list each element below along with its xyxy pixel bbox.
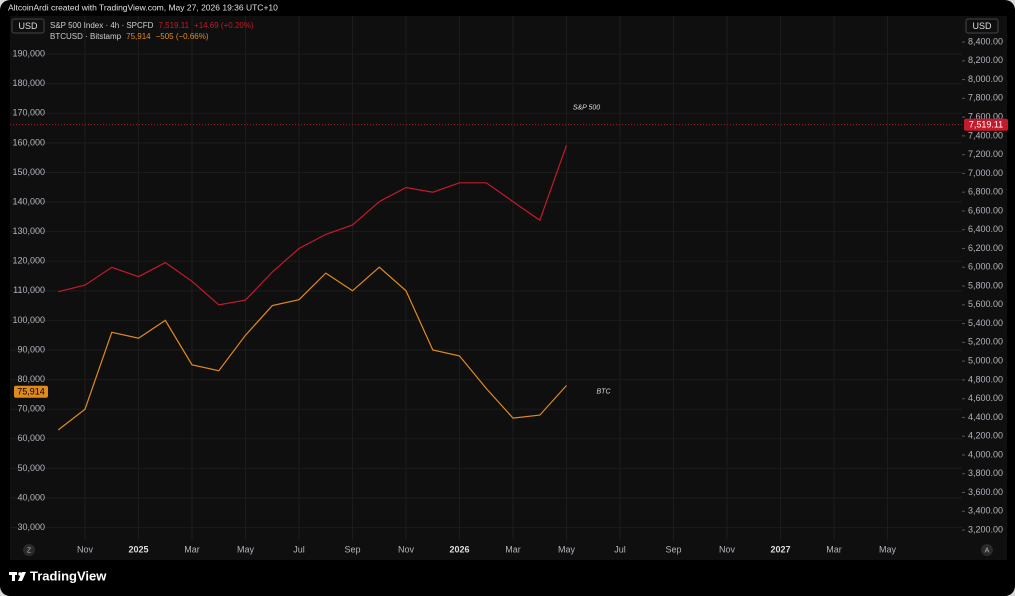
legend-change: −505 (−0.66%)	[156, 32, 209, 41]
legend-name: S&P 500 Index · 4h · SPCFD	[50, 21, 154, 30]
legend-change: +14.69 (+0.20%)	[194, 21, 254, 30]
y2-tick-label: 8,400.00	[968, 36, 1003, 46]
grid: Nov 2025 Mar May Jul Sep Nov 2026 Mar May Jul Sep No…	[10, 16, 1003, 554]
x-tick-label: Jul	[614, 544, 626, 554]
series-annotation: BTC	[597, 389, 612, 396]
y2-tick-label: 5,600.00	[968, 299, 1003, 309]
y2-tick-label: 7,400.00	[968, 130, 1003, 140]
y-tick-label: 100,000	[12, 315, 45, 325]
y-tick-label: 40,000	[17, 492, 45, 502]
x-tick-label: Sep	[344, 544, 360, 554]
y2-tick-label: 7,200.00	[968, 149, 1003, 159]
y2-tick-label: 6,200.00	[968, 243, 1003, 253]
y-tick-label: 180,000	[12, 78, 45, 88]
y2-tick-label: 7,800.00	[968, 93, 1003, 103]
price-tag-label: 7,519.11	[969, 120, 1003, 130]
y-tick-label: 30,000	[17, 522, 45, 532]
x-tick-label: Nov	[719, 544, 736, 554]
legend-value: 75,914	[126, 32, 151, 41]
y2-tick-label: 5,000.00	[968, 355, 1003, 365]
y-unit: USD	[18, 21, 38, 31]
x-tick-label: Nov	[398, 544, 415, 554]
y-tick-label: 120,000	[12, 256, 45, 266]
y2-tick-label: 3,400.00	[968, 506, 1003, 516]
x-tick-label: Mar	[184, 544, 200, 554]
x-tick-label: May	[879, 544, 897, 554]
price-tag-label: 75,914	[17, 387, 45, 397]
x-tick-label: 2026	[449, 544, 469, 554]
y2-tick-label: 7,600.00	[968, 111, 1003, 121]
y2-tick-label: 3,600.00	[968, 487, 1003, 497]
y2-tick-label: 5,400.00	[968, 318, 1003, 328]
x-tick-label: Mar	[826, 544, 842, 554]
x-tick-label: May	[558, 544, 576, 554]
y2-tick-label: 4,400.00	[968, 412, 1003, 422]
y2-tick-label: 4,000.00	[968, 449, 1003, 459]
unit-box	[11, 18, 45, 34]
y-tick-label: 110,000	[13, 285, 45, 295]
x-tick-label: May	[237, 544, 255, 554]
y2-tick-label: 5,200.00	[968, 337, 1003, 347]
y2-tick-label: 5,800.00	[968, 280, 1003, 290]
logo	[9, 572, 26, 581]
y-tick-label: 90,000	[17, 344, 45, 354]
y2-tick-label: 4,600.00	[968, 393, 1003, 403]
y2-tick-label: 6,600.00	[968, 205, 1003, 215]
y-tick-label: 160,000	[12, 137, 45, 147]
y-tick-label: 80,000	[17, 374, 45, 384]
legend-name: BTCUSD · Bitstamp	[50, 32, 122, 41]
y-tick-label: 60,000	[17, 433, 45, 443]
y-tick-label: 170,000	[12, 108, 45, 118]
price-tag	[964, 118, 1008, 131]
x-tick-label: 2025	[128, 544, 148, 554]
x-tick-label: Sep	[665, 544, 681, 554]
plot: S&P 500 7,519.11 BTC 75,914	[10, 105, 1008, 431]
x-tick-label: Mar	[505, 544, 521, 554]
y2-tick-label: 3,200.00	[968, 524, 1003, 534]
price-tag	[14, 385, 48, 398]
control-label[interactable]: Z	[27, 547, 32, 554]
y2-tick-label: 7,000.00	[968, 168, 1003, 178]
y-tick-label: 50,000	[17, 463, 45, 473]
y-tick-label: 190,000	[12, 48, 45, 58]
control-button[interactable]	[23, 544, 35, 556]
y2-tick-label: 4,800.00	[968, 374, 1003, 384]
y2-unit: USD	[972, 21, 992, 31]
y-tick-label: 70,000	[17, 404, 45, 414]
x-tick-label: Nov	[77, 544, 94, 554]
series-line	[57, 266, 567, 431]
y-tick-label: 130,000	[12, 226, 45, 236]
control-label[interactable]: A	[985, 547, 990, 554]
y2-tick-label: 6,000.00	[968, 262, 1003, 272]
y-tick-label: 150,000	[12, 167, 45, 177]
y2-tick-label: 4,200.00	[968, 431, 1003, 441]
x-tick-label: 2027	[770, 544, 790, 554]
pane	[10, 16, 1007, 560]
y2-tick-label: 3,800.00	[968, 468, 1003, 478]
caption: AltcoinArdi created with TradingView.com…	[8, 2, 278, 12]
y2-tick-label: 8,200.00	[968, 55, 1003, 65]
series-annotation: S&P 500	[573, 105, 600, 112]
series-line	[58, 145, 568, 306]
control-button[interactable]	[981, 544, 993, 556]
y2-tick-label: 6,400.00	[968, 224, 1003, 234]
y2-tick-label: 6,800.00	[968, 187, 1003, 197]
unit-box	[965, 18, 999, 34]
legend-value: 7,519.11	[158, 21, 189, 30]
brand: TradingView	[30, 568, 107, 583]
y-tick-label: 140,000	[12, 196, 45, 206]
y2-tick-label: 8,000.00	[968, 74, 1003, 84]
x-tick-label: Jul	[293, 544, 305, 554]
